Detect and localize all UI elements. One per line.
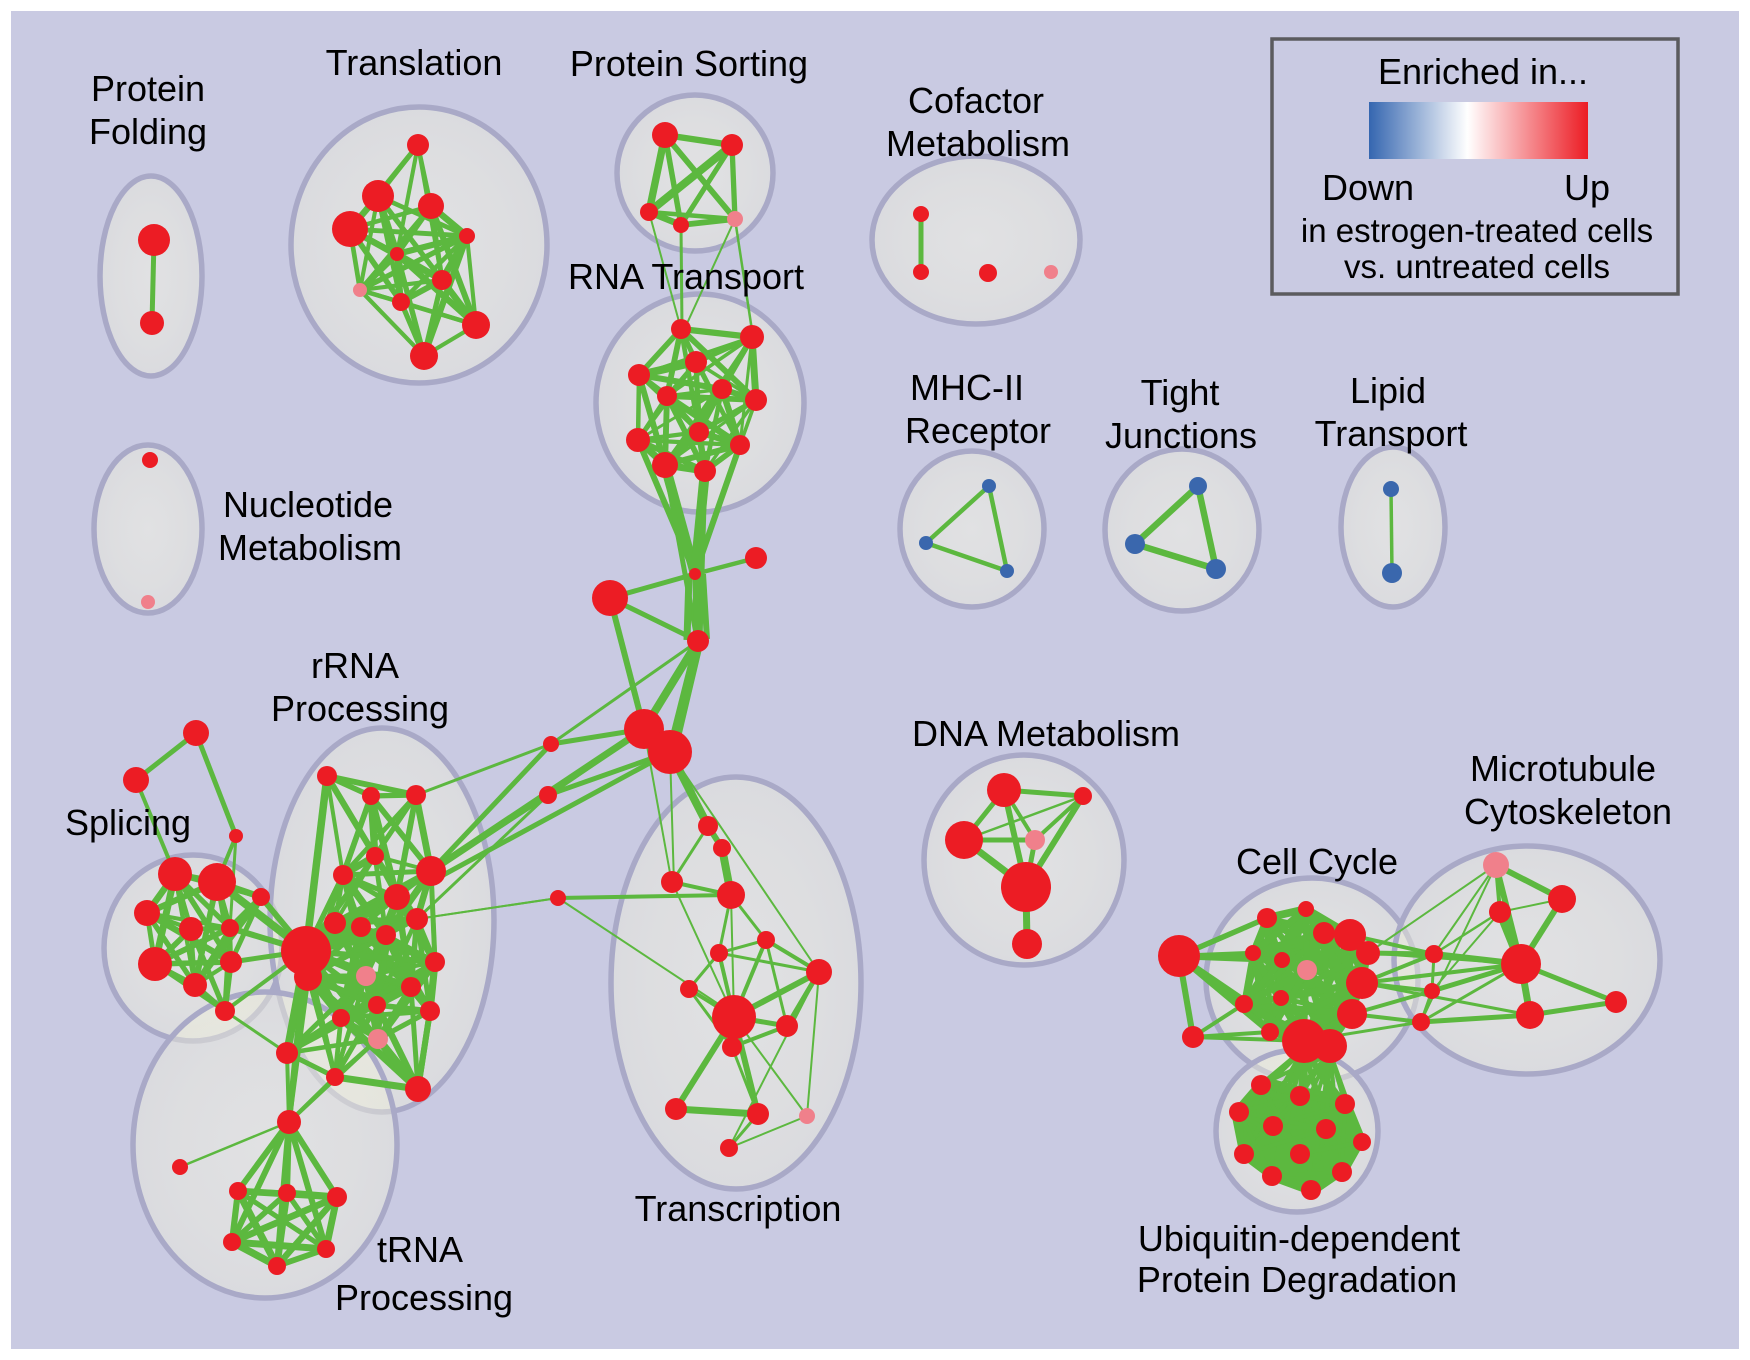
svg-text:vs. untreated cells: vs. untreated cells	[1344, 248, 1610, 285]
svg-text:Folding: Folding	[89, 111, 207, 152]
svg-text:Transcription: Transcription	[635, 1188, 842, 1229]
svg-text:Protein: Protein	[91, 68, 205, 109]
svg-text:Processing: Processing	[335, 1277, 513, 1318]
svg-text:Protein Sorting: Protein Sorting	[570, 43, 808, 84]
svg-text:RNA Transport: RNA Transport	[568, 256, 804, 297]
svg-text:Cell Cycle: Cell Cycle	[1236, 841, 1398, 882]
svg-text:tRNA: tRNA	[377, 1229, 463, 1270]
svg-text:MHC-II: MHC-II	[910, 367, 1024, 408]
svg-text:Microtubule: Microtubule	[1470, 748, 1656, 789]
svg-text:Cofactor: Cofactor	[908, 80, 1044, 121]
svg-text:Protein Degradation: Protein Degradation	[1137, 1259, 1457, 1300]
svg-text:Metabolism: Metabolism	[886, 123, 1070, 164]
svg-text:Translation: Translation	[326, 42, 503, 83]
svg-text:Junctions: Junctions	[1105, 415, 1257, 456]
svg-text:Nucleotide: Nucleotide	[223, 484, 393, 525]
svg-text:rRNA: rRNA	[311, 645, 399, 686]
svg-text:Metabolism: Metabolism	[218, 527, 402, 568]
svg-text:Receptor: Receptor	[905, 410, 1051, 451]
svg-text:Up: Up	[1564, 167, 1610, 208]
svg-text:DNA Metabolism: DNA Metabolism	[912, 713, 1180, 754]
svg-text:Transport: Transport	[1315, 413, 1468, 454]
svg-text:Tight: Tight	[1141, 372, 1220, 413]
svg-text:Splicing: Splicing	[65, 802, 191, 843]
svg-text:Ubiquitin-dependent: Ubiquitin-dependent	[1138, 1218, 1460, 1259]
svg-text:in estrogen-treated cells: in estrogen-treated cells	[1301, 212, 1653, 249]
svg-text:Enriched in...: Enriched in...	[1378, 51, 1588, 92]
svg-text:Processing: Processing	[271, 688, 449, 729]
svg-text:Cytoskeleton: Cytoskeleton	[1464, 791, 1672, 832]
svg-text:Lipid: Lipid	[1350, 370, 1426, 411]
svg-text:Down: Down	[1322, 167, 1414, 208]
